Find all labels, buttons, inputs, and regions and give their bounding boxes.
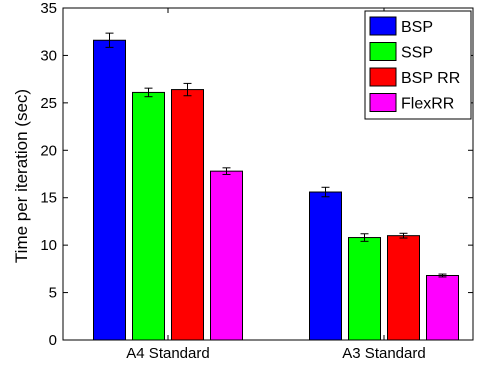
legend-label: BSP RR <box>401 70 460 87</box>
bar-ssp-1 <box>348 237 381 341</box>
legend-label: FlexRR <box>401 96 454 113</box>
bar-bsp-rr-0 <box>171 89 204 341</box>
bar-bsp-rr-1 <box>387 235 420 341</box>
y-tick-label: 30 <box>40 47 57 64</box>
plot-area: 0 5 10 15 20 25 30 35 A4 Standard A3 Standard BSP S… <box>40 0 474 362</box>
bar-flexrr-0 <box>210 170 243 341</box>
plot-frame <box>62 7 474 341</box>
legend-swatch <box>369 42 397 61</box>
y-tick-label: 0 <box>49 332 57 349</box>
x-tick-label: A4 Standard <box>126 345 209 362</box>
y-tick-label: 25 <box>40 95 57 112</box>
x-tick-label: A3 Standard <box>342 345 425 362</box>
y-axis-label: Time per iteration (sec) <box>12 89 31 263</box>
legend-label: BSP <box>401 19 433 36</box>
bar-ssp-0 <box>132 91 165 341</box>
legend-swatch <box>369 93 397 112</box>
y-tick-label: 35 <box>40 0 57 17</box>
legend-swatch <box>369 67 397 87</box>
y-tick-label: 10 <box>40 237 57 254</box>
legend-label: SSP <box>401 45 433 62</box>
bar-flexrr-1 <box>426 274 459 341</box>
y-tick-label: 5 <box>49 285 57 302</box>
bar-bsp-0 <box>93 39 126 341</box>
bar-bsp-1 <box>309 191 342 341</box>
y-tick-label: 15 <box>40 190 57 207</box>
legend-swatch <box>369 16 397 36</box>
y-tick-label: 20 <box>40 142 57 159</box>
